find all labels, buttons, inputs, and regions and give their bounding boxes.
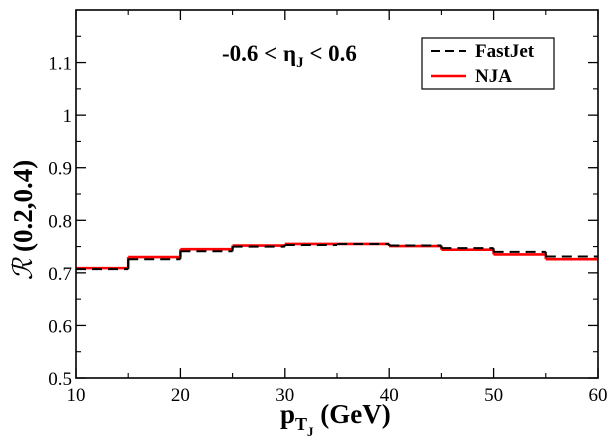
eta-range-annotation: -0.6 < ηJ < 0.6 <box>222 41 357 71</box>
legend: FastJet NJA <box>421 37 555 90</box>
y-tick-label: 0.9 <box>48 159 72 180</box>
series-fastjet <box>76 242 598 271</box>
y-tick-label: 0.8 <box>48 211 72 232</box>
tick-layer: 10 20 30 40 50 60 0.5 0.6 0.7 0.8 0.9 1 1.1 <box>48 10 608 406</box>
y-tick-label: 0.5 <box>48 369 72 390</box>
x-axis-label-main: p <box>280 399 295 429</box>
annotation-sub: J <box>296 55 304 71</box>
y-axis-label-rest: (0.2,0.4) <box>8 160 38 259</box>
y-axis-label: ℛ (0.2,0.4) <box>8 160 38 281</box>
x-tick-label: 10 <box>67 385 86 406</box>
x-tick-label: 50 <box>484 385 503 406</box>
y-axis-label-script: ℛ <box>8 256 38 280</box>
x-axis-label: pTJ (GeV) <box>280 399 391 439</box>
y-tick-label: 0.6 <box>48 316 72 337</box>
x-axis-label-rest: (GeV) <box>314 399 391 429</box>
y-tick-label: 1 <box>63 106 73 127</box>
legend-fastjet-label: FastJet <box>475 41 535 62</box>
x-tick-label: 30 <box>275 385 294 406</box>
x-tick-label: 60 <box>589 385 608 406</box>
x-tick-label: 40 <box>380 385 399 406</box>
x-axis-label-sub: T <box>295 414 307 434</box>
legend-box <box>421 37 555 90</box>
annotation-post: < 0.6 <box>304 41 357 66</box>
series-layer <box>76 242 598 271</box>
x-axis-label-subsub: J <box>307 424 314 439</box>
legend-nja-label: NJA <box>475 66 512 87</box>
y-tick-label: 1.1 <box>48 54 72 75</box>
series-nja <box>76 242 598 270</box>
y-tick-label: 0.7 <box>48 264 72 285</box>
annotation-pre: -0.6 < η <box>222 41 296 66</box>
x-tick-label: 20 <box>171 385 190 406</box>
